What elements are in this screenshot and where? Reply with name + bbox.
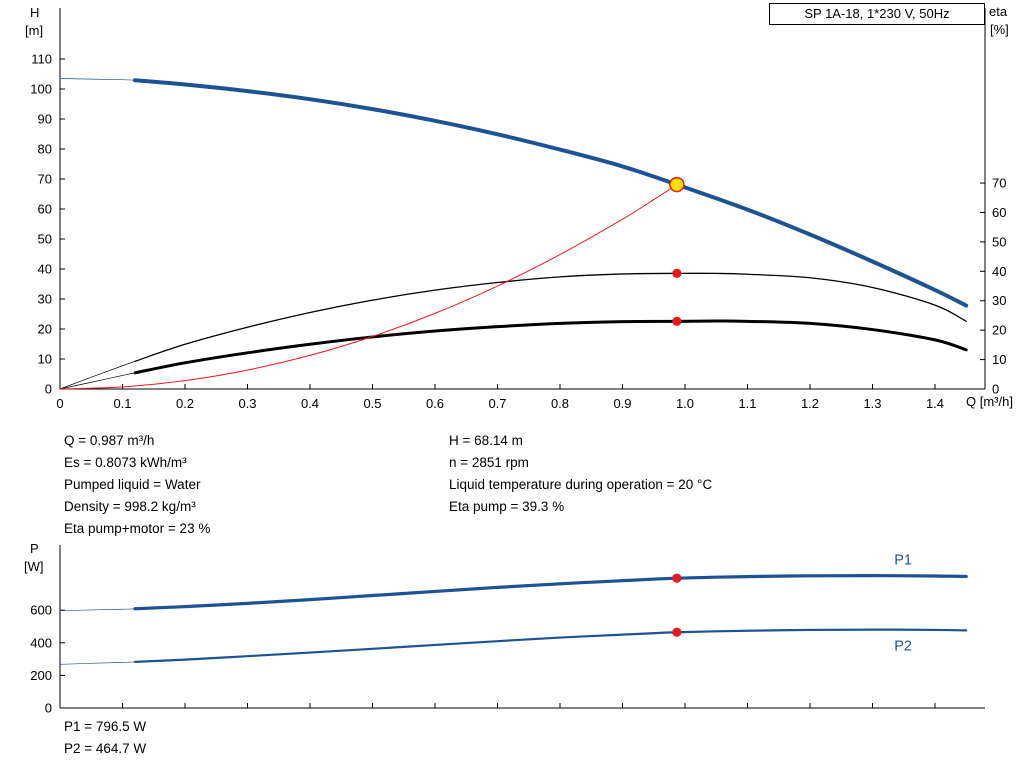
p1-curve-path [133, 574, 968, 611]
p1-curve-path [59, 608, 136, 612]
svg-text:80: 80 [38, 142, 52, 157]
duty-info-left: Q = 0.987 m³/h Es = 0.8073 kWh/m³ Pumped… [64, 430, 210, 540]
info-specific-energy: Es = 0.8073 kWh/m³ [64, 455, 187, 470]
svg-text:0: 0 [45, 382, 52, 397]
system-curve-path [59, 184, 678, 390]
p2-curve-path [59, 661, 136, 665]
curve-title-box: SP 1A-18, 1*230 V, 50Hz [769, 3, 985, 25]
info-head: H = 68.14 m [449, 433, 523, 448]
svg-text:10: 10 [992, 352, 1006, 367]
p2-curve-path [133, 628, 968, 663]
duty-info-right: H = 68.14 m n = 2851 rpm Liquid temperat… [449, 430, 712, 518]
svg-text:0.1: 0.1 [113, 396, 131, 411]
info-flow: Q = 0.987 m³/h [64, 433, 155, 448]
info-p2: P2 = 464.7 W [64, 741, 147, 756]
power-info: P1 = 796.5 W P2 = 464.7 W [64, 716, 146, 760]
info-eta-pump-motor: Eta pump+motor = 23 % [64, 521, 211, 536]
svg-text:0: 0 [992, 382, 999, 397]
svg-text:50: 50 [38, 232, 52, 247]
svg-text:20: 20 [992, 323, 1006, 338]
svg-text:P1: P1 [894, 552, 912, 568]
info-liquid-temp: Liquid temperature during operation = 20… [449, 477, 713, 492]
svg-text:1.1: 1.1 [738, 396, 756, 411]
svg-text:110: 110 [31, 52, 52, 67]
head-curve-path [59, 78, 136, 81]
duty-point [669, 176, 685, 193]
svg-text:40: 40 [992, 264, 1006, 279]
power-chart: 0 200 400 600 P1 P2 [30, 545, 985, 716]
svg-text:70: 70 [992, 176, 1006, 191]
svg-text:60: 60 [38, 202, 52, 217]
info-eta-pump: Eta pump = 39.3 % [449, 499, 565, 514]
eta-pump-motor-curve-path [59, 372, 136, 390]
svg-text:70: 70 [38, 172, 52, 187]
p2-point [672, 627, 682, 637]
pump-performance-chart: 0 0.1 0.2 0.3 0.4 0.5 0.6 0.7 0.8 0.9 1.0 1.1 1.2 1.3… [30, 8, 1006, 411]
svg-text:0.7: 0.7 [488, 396, 506, 411]
svg-text:10: 10 [38, 352, 52, 367]
info-p1: P1 = 796.5 W [64, 719, 147, 734]
svg-text:0.8: 0.8 [551, 396, 569, 411]
eta-pump-motor-curve-path [133, 319, 968, 375]
h-axis-unit: [m] [25, 23, 44, 38]
svg-text:0.2: 0.2 [176, 396, 194, 411]
svg-text:1.0: 1.0 [676, 396, 694, 411]
p-axis-unit: [W] [24, 559, 44, 574]
info-density: Density = 998.2 kg/m³ [64, 499, 196, 514]
q-axis-title: Q [m³/h] [966, 394, 1013, 409]
svg-text:60: 60 [992, 205, 1006, 220]
svg-text:0.3: 0.3 [238, 396, 256, 411]
svg-text:0.6: 0.6 [426, 396, 444, 411]
svg-text:1.3: 1.3 [863, 396, 881, 411]
svg-text:100: 100 [30, 82, 52, 97]
info-speed: n = 2851 rpm [449, 455, 529, 470]
eta-pump-curve-path [134, 272, 967, 362]
p-axis-title: P [30, 541, 39, 556]
info-pumped-liquid: Pumped liquid = Water [64, 477, 201, 492]
eta-pump-point [672, 268, 682, 278]
svg-text:30: 30 [992, 293, 1006, 308]
svg-text:0.5: 0.5 [363, 396, 381, 411]
svg-text:40: 40 [38, 262, 52, 277]
svg-text:0: 0 [45, 701, 52, 716]
svg-text:30: 30 [38, 292, 52, 307]
svg-text:50: 50 [992, 234, 1006, 249]
head-curve-path [133, 78, 969, 308]
svg-text:600: 600 [30, 603, 52, 618]
svg-text:1.4: 1.4 [926, 396, 944, 411]
svg-text:20: 20 [38, 322, 52, 337]
svg-text:1.2: 1.2 [801, 396, 819, 411]
h-axis-title: H [30, 5, 40, 20]
svg-text:0.9: 0.9 [613, 396, 631, 411]
eta-axis-title: eta [989, 4, 1008, 19]
eta-pump-curve-path [59, 360, 136, 390]
svg-text:P2: P2 [894, 638, 912, 654]
svg-text:200: 200 [30, 668, 52, 683]
svg-text:0.4: 0.4 [301, 396, 319, 411]
eta-pump-motor-point [672, 316, 682, 326]
svg-text:400: 400 [30, 635, 52, 650]
svg-text:90: 90 [38, 112, 52, 127]
eta-axis-unit: [%] [990, 22, 1009, 37]
svg-text:0: 0 [56, 396, 63, 411]
p1-point [672, 573, 682, 583]
